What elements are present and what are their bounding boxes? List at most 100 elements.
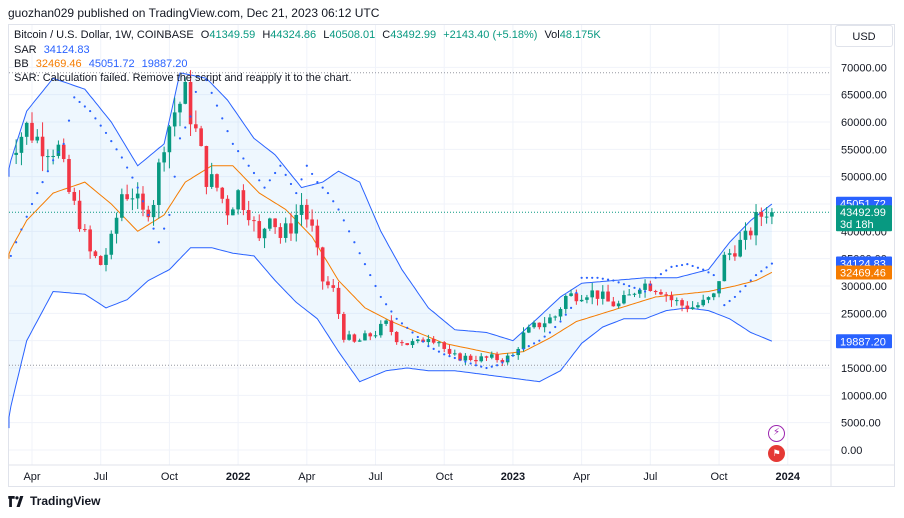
sar-dot (52, 159, 55, 162)
sar-dot (120, 156, 123, 159)
sar-dot (532, 342, 536, 345)
candle-body (368, 333, 373, 337)
sar-dot (559, 320, 562, 323)
candle-body (246, 210, 251, 221)
x-tick-label: 2023 (501, 471, 525, 483)
sar-dot (348, 230, 351, 233)
sar-dot (702, 268, 705, 271)
candle-body (379, 323, 383, 336)
sar-dot (332, 200, 335, 203)
sar-dot (649, 283, 652, 286)
sar-dot (749, 279, 752, 282)
candle-body (252, 220, 256, 222)
bb-basis-value: 32469.46 (35, 58, 82, 70)
sar-dot (665, 269, 668, 272)
bb-legend[interactable]: BB 32469.46 45051.72 19887.20 (14, 58, 192, 70)
candle-body (500, 360, 505, 363)
candle-body (553, 316, 558, 318)
legend-high-label: H (262, 29, 271, 41)
sar-legend[interactable]: SAR 34124.83 (14, 44, 94, 56)
sar-dot (205, 78, 208, 82)
sar-dot (67, 119, 71, 122)
sar-dot (469, 362, 472, 365)
flash-icon[interactable]: ⚡ (768, 425, 785, 442)
sar-dot (73, 96, 76, 99)
sar-dot (284, 173, 287, 176)
bb-lower-value: 19887.20 (141, 58, 188, 70)
sar-dot (210, 91, 213, 94)
candle-body (748, 230, 753, 236)
candle-body (569, 293, 573, 296)
candle-body (120, 194, 124, 218)
sar-dot (680, 263, 684, 267)
sar-dot (517, 350, 520, 353)
candle-body (738, 239, 742, 257)
sar-dot (474, 364, 478, 367)
sar-dot (754, 273, 758, 277)
candle-body (674, 300, 679, 302)
candle-body (241, 190, 246, 211)
legend-close: 43492.99 (390, 29, 437, 41)
candle-body (410, 341, 415, 346)
sar-dot (141, 200, 145, 203)
sar-dot (443, 353, 446, 356)
sar-dot (638, 288, 641, 291)
sar-dot (585, 276, 589, 279)
candle-body (225, 198, 230, 216)
sar-dot (538, 339, 541, 342)
currency-button[interactable]: USD (835, 25, 893, 47)
sar-dot (765, 266, 768, 269)
sar-dot (247, 164, 250, 167)
candle-body (262, 228, 267, 239)
candle-body (717, 281, 721, 294)
candle-body (204, 146, 209, 187)
candle-body (548, 317, 552, 324)
price-label-bb-lower (836, 334, 892, 349)
sar-dot (506, 358, 509, 361)
sar-dot (406, 326, 409, 330)
sar-dot (326, 191, 330, 195)
sar-dot (723, 304, 726, 307)
sar-dot (643, 290, 647, 293)
candle-body (659, 292, 663, 295)
y-tick-label: 10000.00 (841, 390, 887, 402)
sar-dot (712, 273, 715, 277)
candle-body (125, 194, 129, 200)
candle-body (637, 289, 642, 294)
us-flag-icon[interactable]: ⚑ (768, 445, 785, 462)
candle-body (680, 300, 684, 306)
candle-body (648, 283, 653, 292)
y-tick-label: 15000.00 (841, 363, 887, 375)
candle-body (426, 339, 431, 343)
sar-dot (83, 105, 86, 108)
candle-body (35, 136, 40, 141)
sar-dot (548, 331, 552, 334)
candle-body (653, 291, 658, 293)
y-tick-label: 50000.00 (841, 172, 887, 184)
sar-dot (770, 262, 774, 265)
candle-body (93, 251, 98, 257)
bb-upper-line (8, 72, 773, 342)
legend-open-label: O (200, 29, 210, 41)
sar-dot (89, 109, 92, 113)
y-tick-label: 0.00 (841, 445, 862, 457)
candle-body (489, 354, 494, 358)
sar-dot (739, 290, 742, 293)
sar-dot (30, 202, 34, 206)
sar-dot (263, 186, 266, 189)
sar-dot (612, 279, 615, 282)
candle-body (611, 301, 616, 307)
sar-dot (157, 241, 160, 244)
sar-dot (41, 181, 44, 184)
sar-dot (395, 317, 398, 320)
sar-dot (564, 313, 567, 316)
candle-body (183, 81, 188, 104)
sar-dot (384, 303, 388, 306)
sar-dot (511, 354, 515, 357)
sar-dot (495, 364, 499, 367)
sar-dot (427, 345, 430, 348)
candle-body (172, 112, 177, 127)
candle-body (764, 216, 769, 218)
sar-dot (258, 179, 261, 182)
